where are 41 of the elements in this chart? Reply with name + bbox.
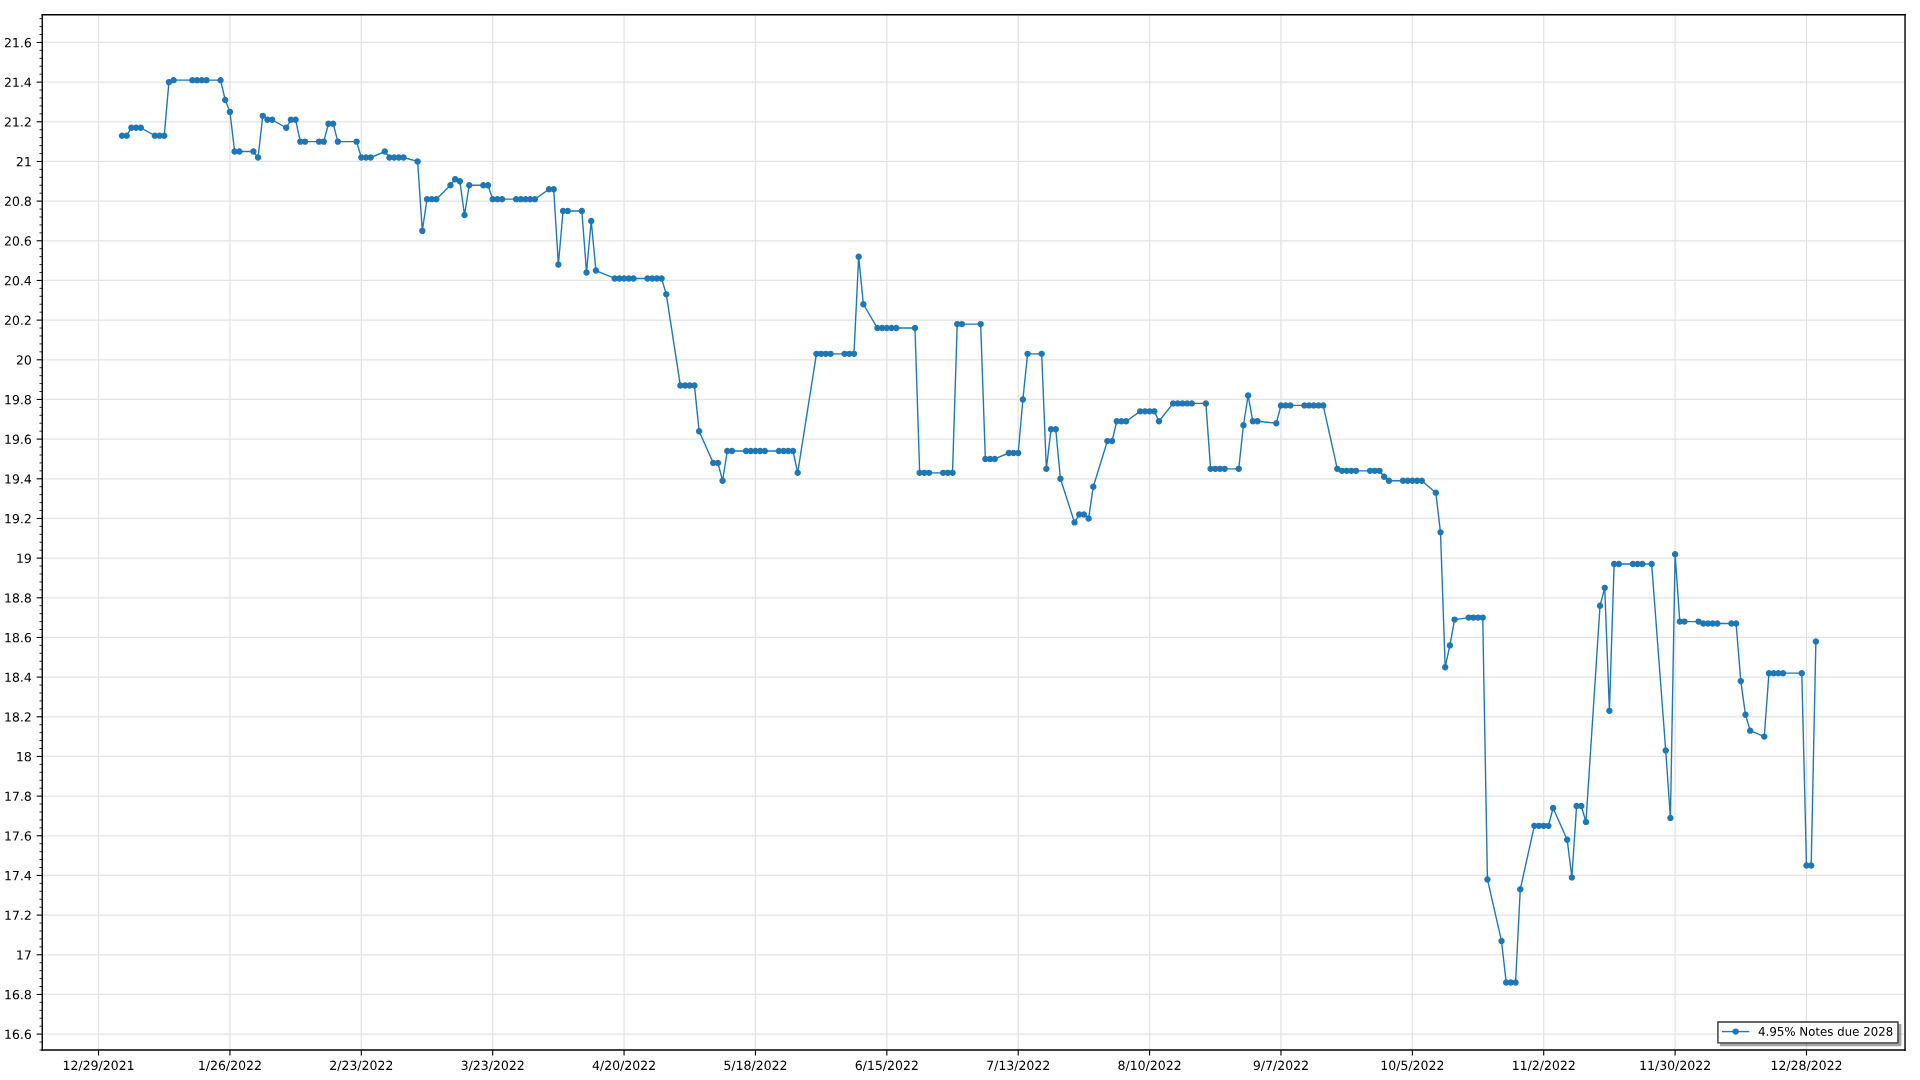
x-tick-label: 12/28/2022 (1771, 1060, 1842, 1072)
x-tick-label: 8/10/2022 (1118, 1060, 1181, 1072)
y-tick-label: 19.6 (5, 434, 32, 445)
y-tick-label: 18 (17, 751, 31, 762)
legend-label: 4.95% Notes due 2028 (1758, 1026, 1893, 1036)
y-tick-label: 16.8 (5, 989, 31, 1000)
y-tick-label: 17.8 (5, 791, 31, 802)
y-tick-label: 17.4 (5, 871, 32, 881)
x-tick-label: 3/23/2022 (461, 1060, 524, 1072)
y-tick-label: 19.2 (5, 513, 31, 524)
x-tick-label: 6/15/2022 (855, 1060, 918, 1072)
y-tick-label: 19 (17, 553, 31, 564)
y-tick-label: 20 (16, 355, 31, 365)
y-tick-label: 19.4 (5, 474, 32, 484)
y-tick-label: 18.2 (5, 712, 31, 722)
y-tick-label: 17 (17, 950, 31, 960)
x-tick-label: 11/30/2022 (1640, 1060, 1710, 1072)
y-tick-label: 20.4 (4, 275, 32, 286)
y-tick-label: 21.2 (4, 117, 31, 127)
y-tick-label: 18.8 (5, 593, 31, 603)
y-tick-label: 20.6 (4, 236, 32, 246)
y-tick-label: 21 (16, 156, 31, 167)
y-tick-label: 16.6 (5, 1029, 32, 1040)
y-tick-label: 17.6 (5, 831, 32, 841)
x-tick-label: 10/5/2022 (1381, 1060, 1444, 1072)
x-tick-label: 5/18/2022 (724, 1060, 787, 1072)
y-tick-label: 20.2 (4, 315, 31, 326)
x-tick-label: 2/23/2022 (330, 1060, 393, 1072)
x-tick-label: 1/26/2022 (199, 1060, 261, 1072)
y-tick-label: 20.8 (4, 196, 31, 207)
x-tick-label: 9/7/2022 (1253, 1060, 1308, 1072)
y-tick-label: 19.8 (5, 394, 31, 405)
x-tick-label: 7/13/2022 (987, 1060, 1049, 1072)
y-tick-label: 21.4 (4, 77, 32, 87)
x-tick-label: 11/2/2022 (1513, 1060, 1575, 1072)
y-tick-label: 21.6 (4, 37, 32, 48)
x-tick-label: 12/29/2021 (63, 1060, 134, 1072)
x-tick-label: 4/20/2022 (592, 1060, 655, 1072)
y-tick-label: 17.2 (5, 910, 31, 920)
y-tick-label: 18.4 (5, 672, 32, 683)
y-tick-label: 18.6 (5, 632, 32, 643)
